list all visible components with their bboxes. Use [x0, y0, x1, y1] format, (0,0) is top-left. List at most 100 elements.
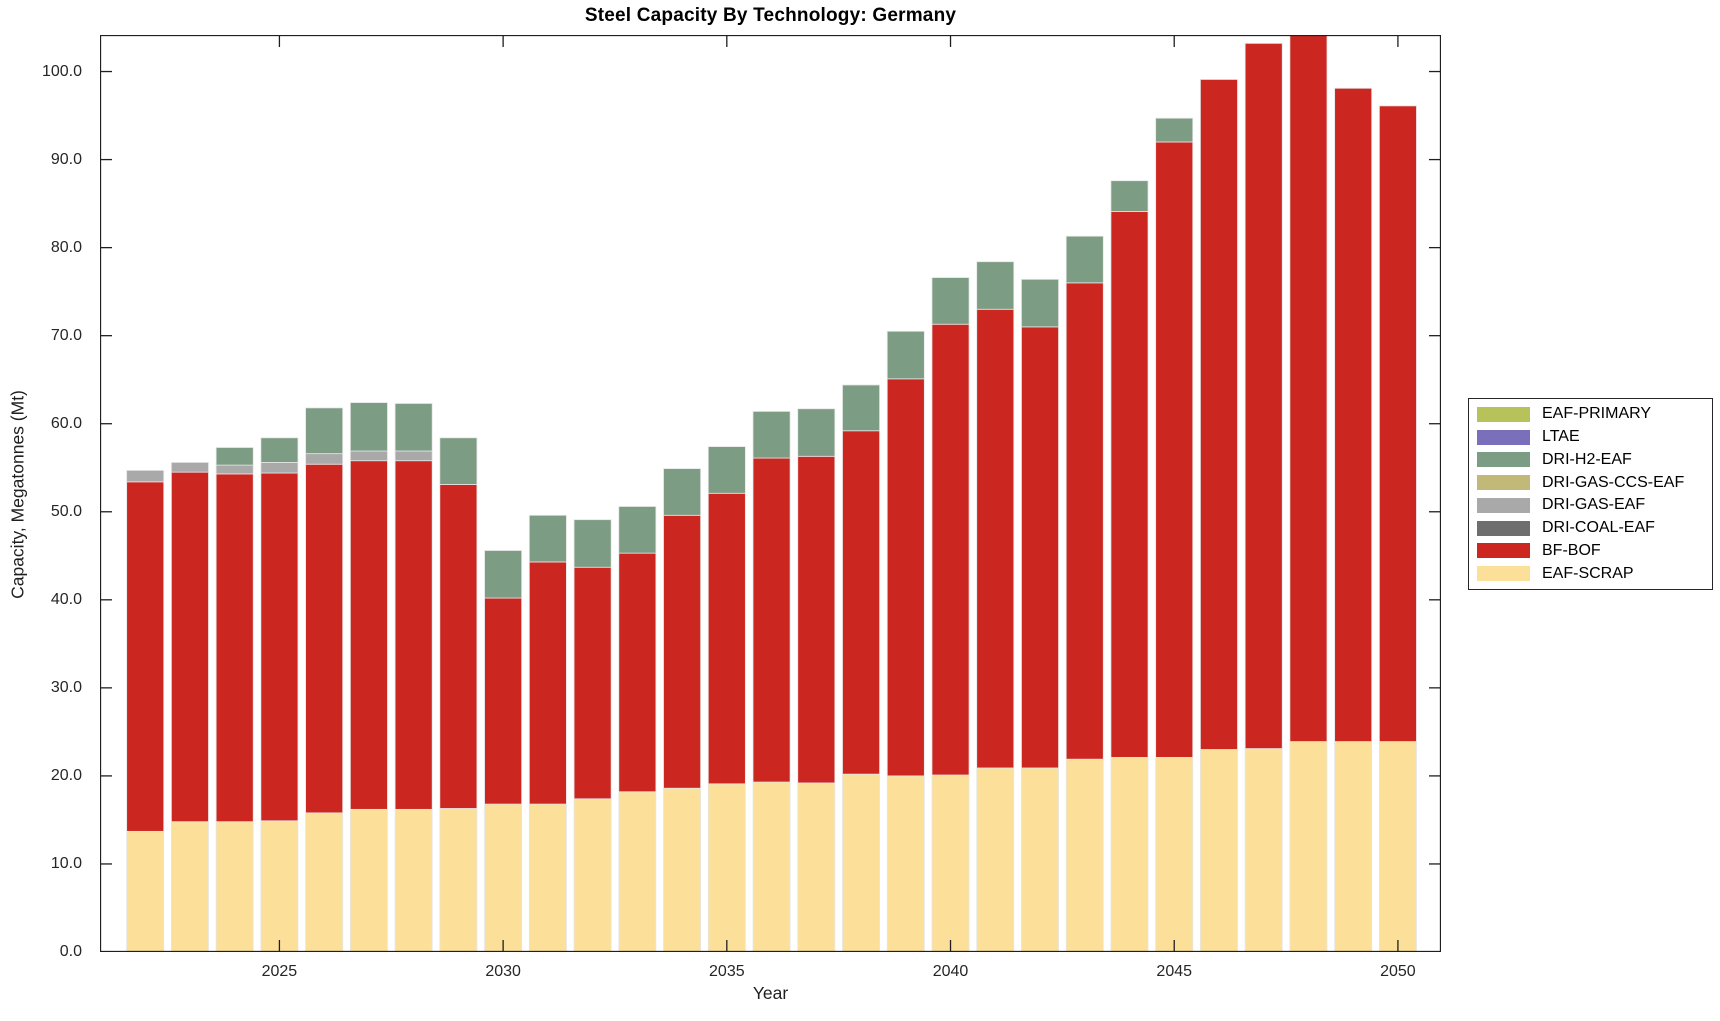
bar-segment-2045-dri-h2-eaf: [1155, 117, 1194, 143]
bar-segment-2028-eaf-scrap: [394, 808, 433, 953]
legend-swatch-dri-gas-eaf: [1477, 497, 1530, 513]
bar-segment-2026-bf-bof: [305, 463, 344, 814]
y-tick-label-10: 10.0: [50, 854, 82, 872]
y-tick-label-0: 0.0: [59, 943, 82, 960]
bar-segment-2030-dri-h2-eaf: [484, 550, 523, 599]
bar-segment-2031-dri-h2-eaf: [528, 514, 567, 563]
bar-segment-2041-bf-bof: [976, 308, 1015, 769]
bar-segment-2046-bf-bof: [1200, 79, 1238, 750]
bar-chart-canvas: [99, 34, 1442, 953]
bar-segment-2023-bf-bof: [170, 471, 209, 823]
bar-segment-2027-bf-bof: [349, 460, 388, 810]
bar-segment-2039-bf-bof: [886, 378, 925, 777]
legend-swatch-bf-bof: [1477, 543, 1530, 559]
y-tick-label-100: 100.0: [41, 62, 82, 80]
bar-segment-2026-eaf-scrap: [305, 812, 344, 953]
bar-segment-2028-bf-bof: [394, 460, 433, 810]
bar-segment-2035-bf-bof: [707, 492, 746, 785]
y-tick-label-90: 90.0: [50, 150, 82, 168]
bar-segment-2049-bf-bof: [1334, 87, 1373, 742]
plot-area: [99, 34, 1442, 957]
bar-segment-2042-eaf-scrap: [1021, 767, 1059, 953]
bar-segment-2034-eaf-scrap: [663, 787, 702, 953]
bar-segment-2047-eaf-scrap: [1244, 748, 1283, 953]
chart-title: Steel Capacity By Technology: Germany: [584, 5, 957, 26]
bar-segment-2028-dri-h2-eaf: [394, 403, 433, 452]
bar-segment-2046-eaf-scrap: [1200, 749, 1238, 953]
bar-segment-2027-dri-gas-eaf: [349, 450, 388, 462]
legend-label: DRI-GAS-CCS-EAF: [1542, 473, 1685, 491]
bar-segment-2040-eaf-scrap: [931, 774, 970, 953]
bar-segment-2033-eaf-scrap: [618, 791, 657, 953]
bar-segment-2034-dri-h2-eaf: [663, 468, 702, 516]
bar-segment-2022-eaf-scrap: [126, 830, 165, 953]
bar-segment-2035-eaf-scrap: [707, 783, 746, 953]
bar-segment-2040-bf-bof: [931, 323, 970, 776]
legend-swatch-dri-gas-ccs-eaf: [1477, 475, 1530, 491]
legend-label: EAF-SCRAP: [1542, 564, 1634, 582]
bar-segment-2048-eaf-scrap: [1289, 741, 1328, 953]
bar-segment-2034-bf-bof: [663, 514, 702, 789]
plot-frame: [99, 34, 1442, 953]
bar-segment-2024-dri-gas-eaf: [215, 464, 254, 475]
bar-segment-2033-dri-h2-eaf: [618, 506, 657, 554]
legend-swatch-dri-coal-eaf: [1477, 520, 1530, 536]
x-tick-label-2035: 2035: [709, 963, 745, 980]
bar-segment-2032-dri-h2-eaf: [573, 519, 612, 568]
bar-segment-2036-eaf-scrap: [752, 781, 791, 953]
legend-item-dri-gas-ccs-eaf: DRI-GAS-CCS-EAF: [1469, 474, 1712, 492]
legend-swatch-eaf-scrap: [1477, 566, 1530, 582]
y-tick-label-20: 20.0: [50, 766, 82, 784]
bar-segment-2040-dri-h2-eaf: [931, 277, 970, 325]
bar-segment-2050-bf-bof: [1378, 105, 1417, 742]
bar-segment-2030-eaf-scrap: [484, 803, 523, 953]
bar-segment-2043-bf-bof: [1065, 282, 1104, 760]
bar-segment-2038-dri-h2-eaf: [842, 384, 880, 432]
bar-segment-2026-dri-h2-eaf: [305, 407, 344, 455]
bar-segment-2039-dri-h2-eaf: [886, 330, 925, 380]
x-tick-label-2025: 2025: [261, 963, 298, 980]
legend-label: BF-BOF: [1542, 541, 1601, 559]
y-tick-label-70: 70.0: [50, 326, 82, 344]
bar-segment-2024-bf-bof: [215, 473, 254, 823]
bar-segment-2024-dri-h2-eaf: [215, 447, 254, 466]
bar-segment-2029-dri-h2-eaf: [439, 437, 478, 485]
bar-segment-2023-dri-gas-eaf: [170, 462, 209, 473]
bar-segment-2041-eaf-scrap: [976, 767, 1015, 953]
y-tick-label-80: 80.0: [50, 238, 82, 256]
bar-segment-2037-dri-h2-eaf: [797, 408, 836, 457]
bar-segment-2027-dri-h2-eaf: [349, 402, 388, 452]
bar-segment-2043-eaf-scrap: [1065, 758, 1104, 953]
legend-item-eaf-primary: EAF-PRIMARY: [1469, 405, 1712, 423]
bar-segment-2044-bf-bof: [1110, 211, 1149, 758]
bar-segment-2037-bf-bof: [797, 455, 836, 784]
legend-label: DRI-H2-EAF: [1542, 450, 1632, 468]
bar-segment-2042-bf-bof: [1021, 326, 1059, 769]
x-tick-label-2050: 2050: [1380, 963, 1416, 980]
bar-segment-2039-eaf-scrap: [886, 775, 925, 953]
bar-segment-2025-eaf-scrap: [260, 820, 299, 953]
bar-segment-2025-dri-h2-eaf: [260, 437, 299, 463]
bar-segment-2038-eaf-scrap: [842, 773, 880, 953]
legend-item-ltae: LTAE: [1469, 428, 1712, 446]
bar-segment-2025-dri-gas-eaf: [260, 462, 299, 474]
bar-segment-2033-bf-bof: [618, 552, 657, 793]
legend: EAF-PRIMARY LTAE DRI-H2-EAF DRI-GAS-CCS-EAF…: [1468, 398, 1713, 590]
bar-segment-2028-dri-gas-eaf: [394, 450, 433, 462]
bar-segment-2037-eaf-scrap: [797, 782, 836, 953]
bar-segment-2045-bf-bof: [1155, 141, 1194, 758]
bar-segment-2041-dri-h2-eaf: [976, 261, 1015, 310]
legend-item-eaf-scrap: EAF-SCRAP: [1469, 565, 1712, 583]
bar-segment-2047-bf-bof: [1244, 42, 1283, 750]
x-tick-label-2045: 2045: [1156, 963, 1193, 980]
bar-segment-2032-eaf-scrap: [573, 798, 612, 953]
bar-segment-2023-eaf-scrap: [170, 821, 209, 953]
bar-segment-2044-dri-h2-eaf: [1110, 180, 1149, 212]
bar-segment-2024-eaf-scrap: [215, 821, 254, 953]
bar-segment-2031-bf-bof: [528, 561, 567, 805]
bar-segment-2029-eaf-scrap: [439, 808, 478, 953]
bar-segment-2042-dri-h2-eaf: [1021, 278, 1059, 328]
bar-segment-2031-eaf-scrap: [528, 803, 567, 953]
y-tick-label-30: 30.0: [50, 678, 82, 696]
legend-item-dri-gas-eaf: DRI-GAS-EAF: [1469, 496, 1712, 514]
